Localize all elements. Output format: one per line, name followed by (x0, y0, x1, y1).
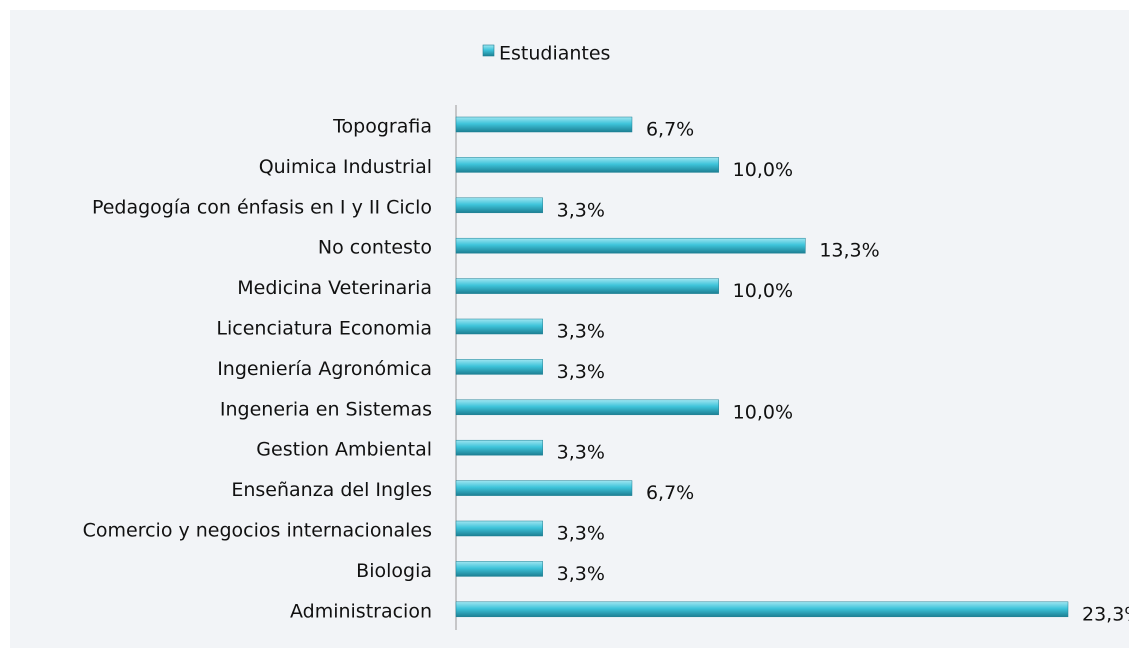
bar (455, 157, 719, 173)
category-label: Enseñanza del Ingles (231, 479, 432, 501)
value-label: 3,3% (557, 199, 605, 221)
value-label: 3,3% (557, 442, 605, 464)
plot-background (10, 10, 1129, 648)
category-label: Pedagogía con énfasis en I y II Ciclo (92, 196, 432, 218)
bar (455, 439, 543, 456)
category-label: Biologia (356, 560, 432, 582)
legend-label: Estudiantes (499, 43, 610, 65)
bar (455, 318, 543, 335)
value-label: 3,3% (557, 523, 605, 545)
category-label: Ingeneria en Sistemas (220, 398, 432, 420)
category-label: No contesto (318, 237, 432, 259)
bar (455, 520, 543, 537)
value-label: 6,7% (646, 482, 694, 504)
value-label: 10,0% (733, 401, 793, 423)
category-label: Licenciatura Economia (216, 318, 432, 340)
bar (455, 561, 543, 577)
value-label: 3,3% (557, 563, 605, 585)
value-label: 13,3% (819, 240, 879, 262)
category-label: Comercio y negocios internacionales (83, 520, 432, 542)
bar (455, 197, 543, 214)
bar (455, 480, 633, 496)
bar (455, 601, 1069, 618)
value-label: 10,0% (733, 280, 793, 302)
value-label: 3,3% (557, 361, 605, 383)
legend-swatch (482, 44, 495, 57)
category-label: Medicina Veterinaria (237, 277, 432, 299)
value-label: 10,0% (733, 159, 793, 181)
bar (455, 237, 806, 254)
bar (455, 116, 633, 133)
value-label: 23,3% (1082, 603, 1129, 625)
value-label: 6,7% (646, 119, 694, 141)
bar (455, 278, 719, 294)
category-label: Gestion Ambiental (256, 439, 432, 461)
category-label: Topografia (332, 116, 432, 138)
category-label: Ingeniería Agronómica (217, 358, 432, 380)
bar (455, 359, 543, 375)
category-label: Quimica Industrial (259, 156, 432, 178)
category-label: Administracion (290, 600, 432, 622)
bar (455, 399, 719, 416)
value-label: 3,3% (557, 321, 605, 343)
